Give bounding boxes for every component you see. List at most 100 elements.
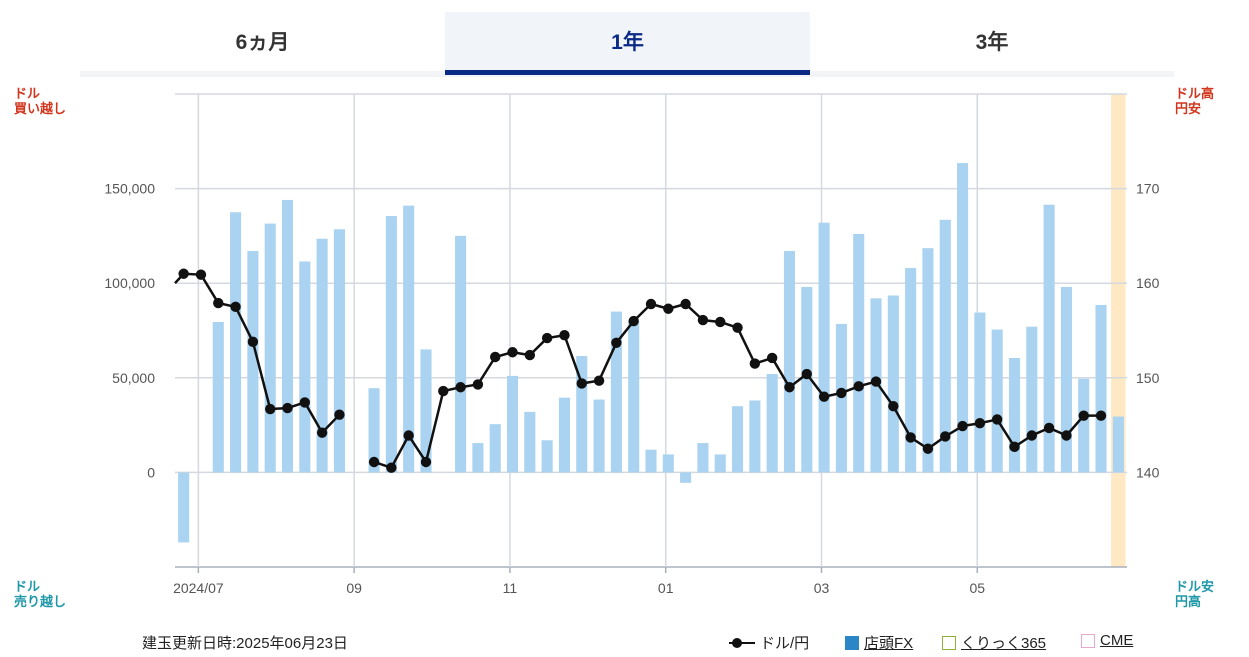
latest-period-highlight <box>1111 94 1126 567</box>
usdjpy-point <box>472 379 484 390</box>
usdjpy-point <box>853 381 864 392</box>
legend-click365-label[interactable]: くりっく365 <box>961 635 1047 652</box>
usdjpy-point <box>299 397 311 408</box>
position-bar <box>853 234 865 473</box>
square-fill-icon <box>845 635 859 650</box>
left-tick-label: 50,000 <box>112 370 155 386</box>
usdjpy-point <box>524 349 536 361</box>
position-bar <box>524 411 536 473</box>
left-axis-bottom-label: ドル 売り越し <box>14 579 66 609</box>
position-bar <box>593 399 605 473</box>
usdjpy-point <box>940 431 951 442</box>
usdjpy-point <box>178 268 189 279</box>
position-bar <box>299 261 311 473</box>
usdjpy-point <box>766 352 778 364</box>
legend-otc-fx-label[interactable]: 店頭FX <box>864 635 914 652</box>
legend-click365[interactable]: くりっく365 <box>942 632 1046 653</box>
right-top-line1: ドル高 <box>1175 86 1215 101</box>
usdjpy-point <box>870 376 882 387</box>
usdjpy-point <box>1009 441 1020 453</box>
legend-otc-fx[interactable]: 店頭FX <box>845 632 913 653</box>
position-bar <box>489 424 501 473</box>
usdjpy-point <box>420 456 432 468</box>
tab-6-months[interactable]: 6ヵ月 <box>235 31 290 54</box>
usdjpy-point <box>403 430 414 441</box>
position-bar <box>732 406 744 473</box>
position-bar <box>835 323 847 473</box>
position-bar <box>558 397 570 473</box>
usdjpy-point <box>715 316 726 328</box>
left-tick-label: 150,000 <box>104 181 155 197</box>
usdjpy-point <box>801 368 812 380</box>
position-bar <box>455 235 467 473</box>
position-bar <box>212 321 224 473</box>
usdjpy-point <box>991 414 1003 425</box>
position-bar <box>680 472 692 483</box>
square-outline-icon <box>1081 633 1095 648</box>
tab-3-years[interactable]: 3年 <box>975 31 1009 54</box>
x-tick-label: 2024/07 <box>173 580 224 596</box>
position-bar <box>1060 286 1072 473</box>
left-bottom-line2: 売り越し <box>14 594 67 609</box>
legend-cme[interactable]: CME <box>1081 632 1133 649</box>
position-bar <box>939 219 951 473</box>
usdjpy-point <box>386 462 397 473</box>
left-bottom-line1: ドル <box>14 579 41 594</box>
position-bar <box>576 356 588 473</box>
usdjpy-point <box>438 385 449 397</box>
position-bar <box>1026 326 1038 473</box>
position-bar <box>264 223 276 473</box>
right-top-line2: 円安 <box>1175 101 1202 116</box>
usdjpy-point <box>282 402 293 414</box>
legend-usdjpy[interactable]: ドル/円 <box>728 632 809 653</box>
position-bar <box>628 321 640 473</box>
usdjpy-point <box>265 403 276 415</box>
right-tick-label: 160 <box>1136 275 1160 291</box>
left-top-line2: 買い越し <box>14 101 67 116</box>
legend-cme-label[interactable]: CME <box>1100 632 1134 649</box>
usdjpy-point <box>1078 410 1089 421</box>
position-bar <box>541 440 553 473</box>
usdjpy-point <box>1061 430 1072 441</box>
x-tick-label: 05 <box>969 580 985 596</box>
right-bottom-line2: 円高 <box>1175 594 1202 609</box>
position-bar <box>1095 304 1107 473</box>
position-bar <box>783 251 796 473</box>
position-bar <box>645 449 657 473</box>
line-marker-icon <box>729 637 755 648</box>
position-bar <box>801 286 813 473</box>
usdjpy-point <box>818 391 830 402</box>
usdjpy-point <box>247 336 259 348</box>
position-bar <box>281 199 294 473</box>
tab-1-year[interactable]: 1年 <box>445 12 810 75</box>
usdjpy-point <box>611 337 622 348</box>
position-bar <box>766 374 778 473</box>
usdjpy-point <box>628 315 639 327</box>
usdjpy-point <box>230 301 241 313</box>
right-tick-label: 150 <box>1136 370 1160 386</box>
position-bar <box>922 248 934 473</box>
usdjpy-point <box>541 332 553 344</box>
usdjpy-point <box>645 298 657 310</box>
usdjpy-point <box>697 314 709 326</box>
usdjpy-point <box>888 400 899 412</box>
position-bar <box>1008 357 1021 473</box>
usdjpy-point <box>213 297 224 309</box>
update-date: 建玉更新日時:2025年06月23日 <box>142 635 348 652</box>
usdjpy-point <box>732 322 743 333</box>
position-bar <box>697 443 709 473</box>
position-bar <box>368 388 380 473</box>
legend-usdjpy-label: ドル/円 <box>760 635 810 652</box>
left-top-line1: ドル <box>14 86 41 101</box>
left-axis-top-label: ドル 買い越し <box>14 86 66 116</box>
x-tick-label: 11 <box>503 580 518 596</box>
right-tick-label: 140 <box>1136 464 1160 480</box>
position-bar <box>991 329 1003 473</box>
usdjpy-point <box>663 303 674 314</box>
usdjpy-point <box>455 382 466 393</box>
x-tick-label: 01 <box>658 580 674 596</box>
position-bar <box>1112 416 1124 473</box>
usdjpy-point <box>316 427 328 438</box>
position-bar <box>1078 378 1090 473</box>
position-bar <box>905 268 917 473</box>
